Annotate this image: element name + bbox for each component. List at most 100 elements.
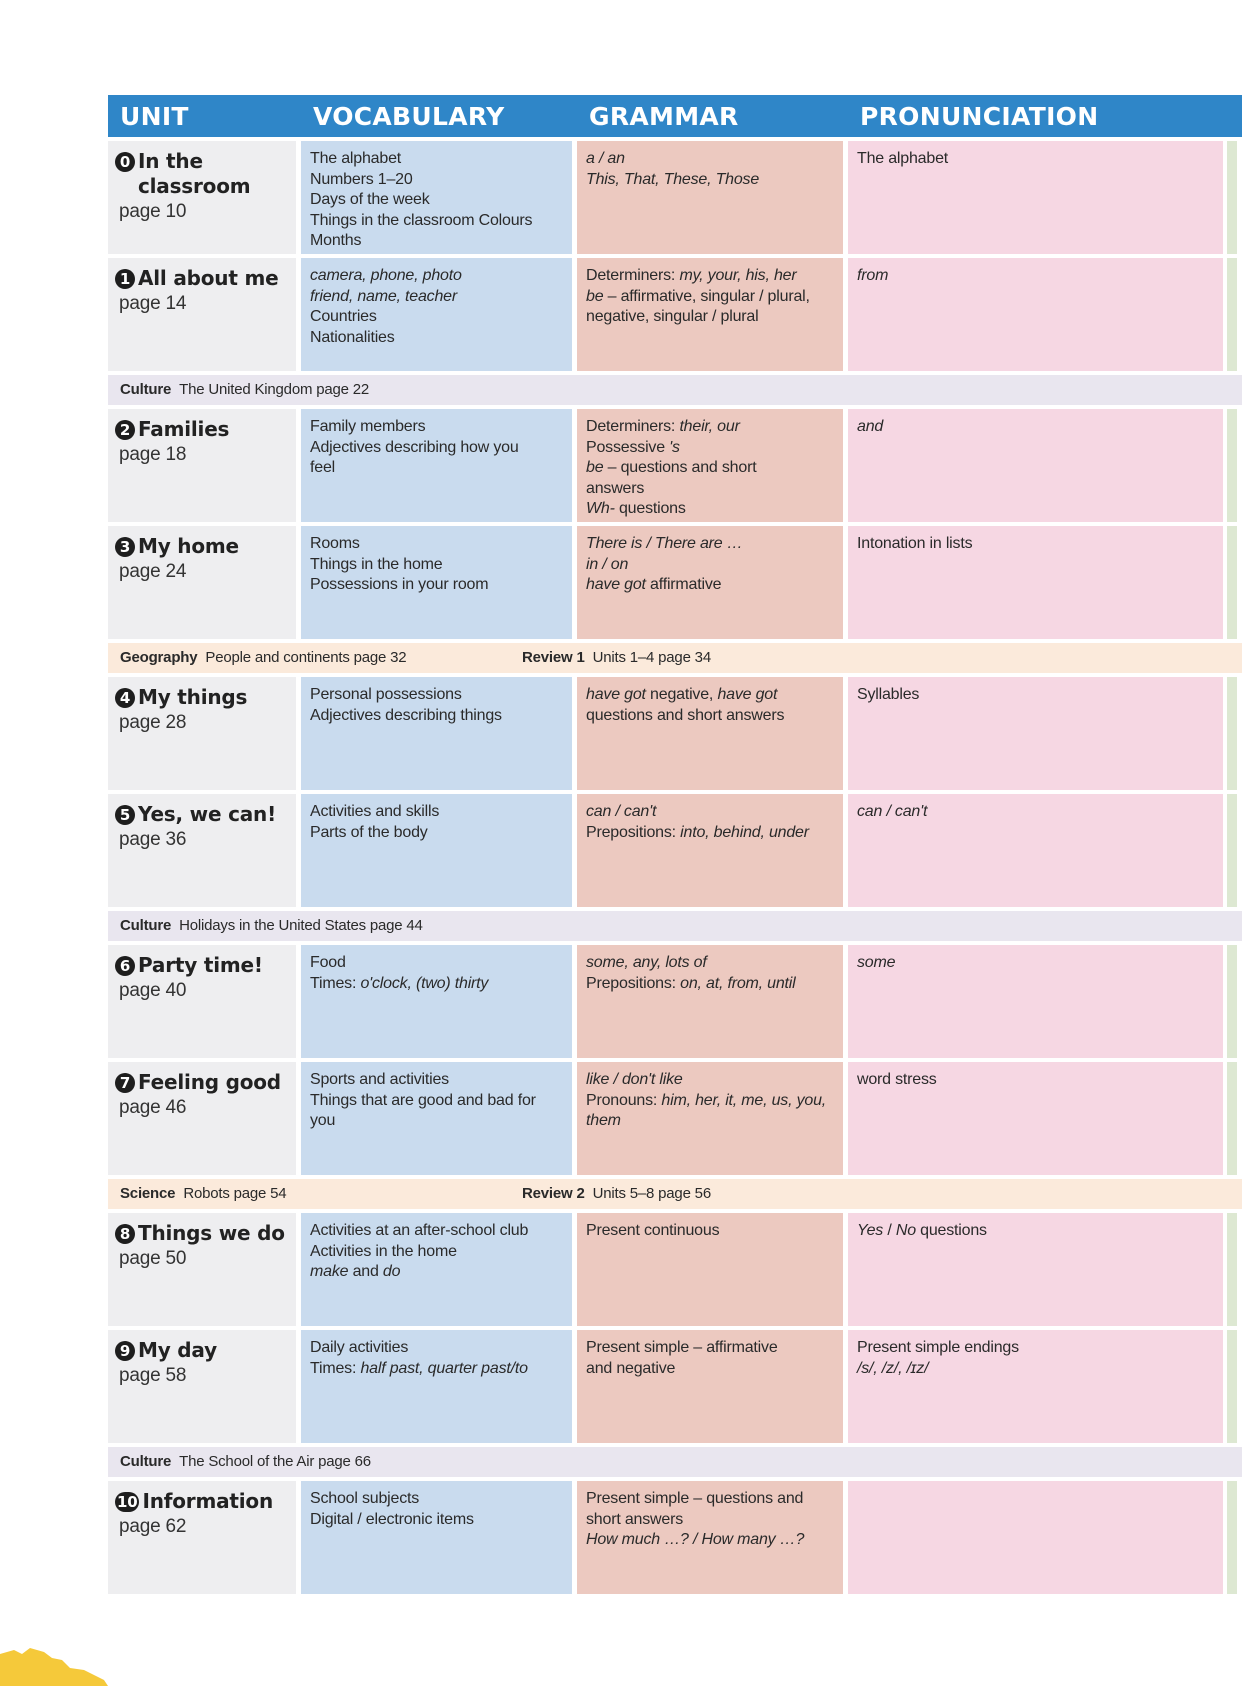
grammar-cell: Present continuous [577,1213,843,1326]
text-segment: Sports and activities [310,1071,449,1088]
unit-title-text: My things [138,685,248,709]
unit-page-ref: page 46 [119,1097,187,1118]
vocabulary-cell: Family members Adjectives describing how … [301,409,572,522]
cell-line: This, That, These, Those [586,170,834,191]
header-grammar: GRAMMAR [589,102,739,131]
unit-page-ref: page 18 [119,444,187,465]
unit-title: 5 Yes, we can! [115,802,289,827]
cell-line: friend, name, teacher [310,287,563,308]
unit-row: 8 Things we do page 50 Activities at an aft… [108,1213,1242,1326]
pronunciation-cell: can / can't [848,794,1223,907]
pronunciation-cell: some [848,945,1223,1058]
cross-curricular-band: Geography People and continents page 32 Re… [108,643,1242,673]
cell-line: Determiners: their, our [586,417,834,438]
text-segment: friend, name, teacher [310,287,457,305]
cell-line: camera, phone, photo [310,266,563,287]
band-label: Culture [120,917,172,934]
cell-line: short answers [586,1510,834,1531]
text-segment: negative, [645,686,718,703]
cell-line: /s/, /z/, /ɪz/ [857,1359,1214,1380]
cell-line: Possessions in your room [310,575,563,596]
text-segment: Days of the week [310,191,430,208]
grammar-cell: a / an This, That, These, Those [577,141,843,254]
band-label: Science [120,1185,176,1202]
cell-line: Things that are good and bad for [310,1091,563,1112]
text-segment: Daily activities [310,1339,409,1356]
text-segment: on, at, from, until [680,974,796,992]
grammar-cell: have got negative, have got questions and… [577,677,843,790]
text-segment: Food [310,954,346,971]
unit-title-text: All about me [138,266,279,290]
grammar-cell: Present simple – affirmative and negative [577,1330,843,1443]
text-segment: affirmative [645,576,722,593]
cell-line: Personal possessions [310,685,563,706]
unit-title-text: My home [138,534,239,558]
band-label: Culture [120,1453,172,1470]
unit-row: 10 Information page 62 School subjects Digit… [108,1481,1242,1594]
text-segment: – affirmative, singular / plural, [603,287,810,305]
unit-title: 8 Things we do [115,1221,289,1246]
unit-page-ref: page 50 [119,1248,187,1269]
text-segment: Adjectives describing how you [310,438,519,456]
band-text: The School of the Air page 66 [179,1453,371,1470]
pronunciation-cell: Present simple endings/s/, /z/, /ɪz/ [848,1330,1223,1443]
text-segment: Determiners: [586,418,680,435]
cell-line: Syllables [857,685,1214,706]
culture-band: Culture The United Kingdom page 22 [108,375,1242,405]
paint-splash-dot [97,1679,103,1685]
unit-title: 2 Families [115,417,289,442]
unit-cell: 8 Things we do page 50 [108,1213,296,1326]
unit-cell: 3 My home page 24 [108,526,296,639]
cell-line: Adjectives describing how you [310,438,563,459]
pronunciation-cell: word stress [848,1062,1223,1175]
band-text: Holidays in the United States page 44 [179,917,423,934]
cell-line: some, any, lots of [586,953,834,974]
unit-title-text: Party time! [138,953,263,977]
unit-number-badge: 7 [115,1073,135,1093]
cell-line: have got affirmative [586,575,834,596]
cell-line: make and do [310,1262,563,1283]
text-segment: – questions and short [603,459,757,476]
text-segment: Syllables [857,686,920,703]
cell-line: Things in the home [310,555,563,576]
text-segment: Wh- [586,500,615,517]
header-pronunciation: PRONUNCIATION [860,102,1099,131]
table-header: UNIT VOCABULARY GRAMMAR PRONUNCIATION [108,95,1242,137]
text-segment: Rooms [310,535,360,552]
band-segment: Science Robots page 54 [120,1179,522,1209]
text-segment: Determiners: [586,267,680,284]
grammar-cell: like / don't like Pronouns: him, her, it,… [577,1062,843,1175]
band-segment: Culture The United Kingdom page 22 [120,375,369,405]
cell-line: have got negative, have got [586,685,834,706]
unit-number-badge: 1 [115,269,135,289]
unit-title: 10 Information [115,1489,289,1514]
text-segment: There is / There are … [586,535,743,552]
unit-row: 9 My day page 58 Daily activities Times: hal… [108,1330,1242,1443]
header-unit: UNIT [120,102,189,131]
unit-page-ref: page 36 [119,829,187,850]
text-segment: make [310,1263,349,1280]
next-column-edge [1227,526,1237,639]
text-segment: School subjects [310,1490,420,1507]
unit-title-text: In the classroom [138,149,251,198]
text-segment: their, our [679,418,740,435]
cell-line: Countries [310,307,563,328]
unit-cell: 6 Party time! page 40 [108,945,296,1058]
text-segment: / [883,1222,896,1239]
text-segment: The alphabet [310,150,402,167]
text-segment: have got [586,576,646,593]
text-segment: Possessive [586,438,670,456]
band-label: Culture [120,381,172,398]
band-text: The United Kingdom page 22 [179,381,370,398]
cell-line: Digital / electronic items [310,1510,563,1531]
text-segment: like / don't like [586,1071,683,1088]
cell-line: you [310,1111,563,1132]
header-edge [1228,95,1242,137]
unit-row: 1 All about me page 14 camera, phone, photo… [108,258,1242,371]
cell-line: Present simple – questions and [586,1489,834,1510]
text-segment: and negative [586,1359,676,1377]
unit-title-text: Information [142,1489,273,1513]
unit-title-text: My day [138,1338,217,1362]
unit-title-text: Things we do [138,1221,285,1245]
